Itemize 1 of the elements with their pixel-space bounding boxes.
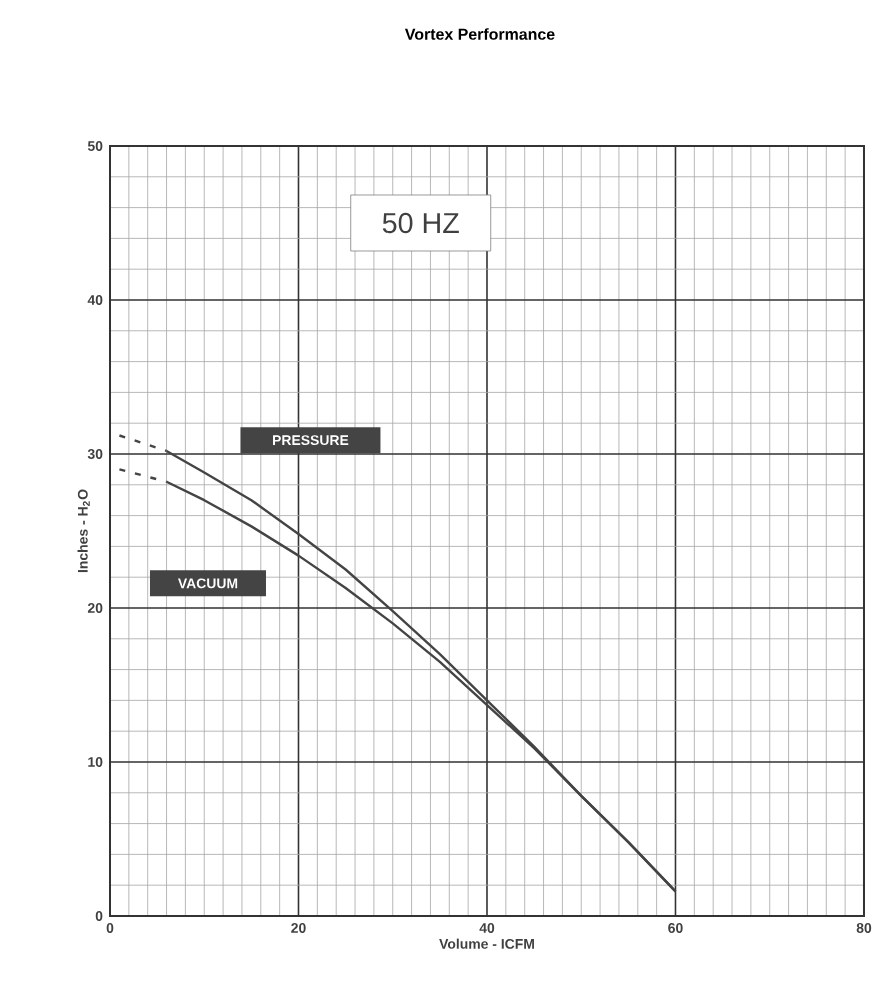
annotation: 50 HZ (382, 212, 459, 234)
